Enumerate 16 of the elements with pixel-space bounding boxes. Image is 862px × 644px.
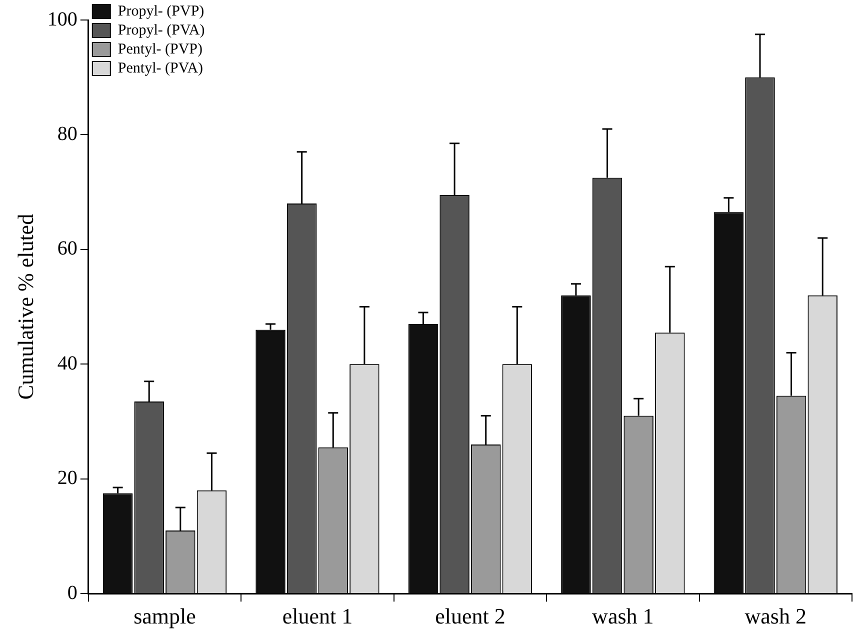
x-tick-label: eluent 2 xyxy=(435,604,506,629)
y-tick-label: 0 xyxy=(67,582,78,604)
x-tick-label: wash 2 xyxy=(744,604,806,629)
legend-label: Pentyl- (PVP) xyxy=(118,41,202,58)
y-tick-label: 20 xyxy=(57,467,78,490)
legend-label: Propyl- (PVA) xyxy=(118,22,205,38)
x-tick-label: eluent 1 xyxy=(282,604,353,629)
y-tick-label: 80 xyxy=(57,122,78,145)
y-tick-label: 100 xyxy=(47,8,78,30)
x-tick-label: sample xyxy=(134,604,196,629)
y-axis-title: Cumulative % eluted xyxy=(12,214,38,400)
x-tick-label: wash 1 xyxy=(592,604,654,629)
legend-label: Propyl- (PVP) xyxy=(118,3,204,20)
legend-label: Pentyl- (PVA) xyxy=(118,60,204,76)
y-tick-label: 60 xyxy=(57,238,78,260)
y-tick-label: 40 xyxy=(57,352,78,374)
